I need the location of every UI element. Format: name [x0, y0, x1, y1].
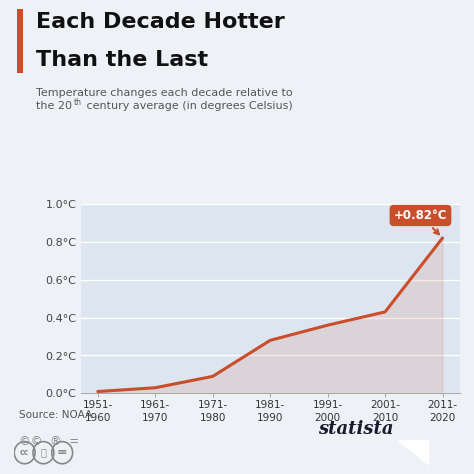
Text: Ⓟ: Ⓟ: [40, 447, 46, 458]
Text: century average (in degrees Celsius): century average (in degrees Celsius): [83, 101, 293, 111]
Text: +0.82°C: +0.82°C: [394, 209, 447, 234]
Text: =: =: [57, 446, 67, 459]
Text: Source: NOAA: Source: NOAA: [19, 410, 92, 420]
Polygon shape: [399, 441, 428, 465]
Text: ©©  ®  =: ©© ® =: [19, 435, 79, 448]
Text: th: th: [73, 98, 82, 107]
Text: Than the Last: Than the Last: [36, 50, 208, 70]
Text: statista: statista: [318, 420, 393, 438]
Text: cc: cc: [20, 448, 29, 457]
Text: the 20: the 20: [36, 101, 72, 111]
Text: Temperature changes each decade relative to: Temperature changes each decade relative…: [36, 88, 292, 98]
Text: Each Decade Hotter: Each Decade Hotter: [36, 12, 284, 32]
